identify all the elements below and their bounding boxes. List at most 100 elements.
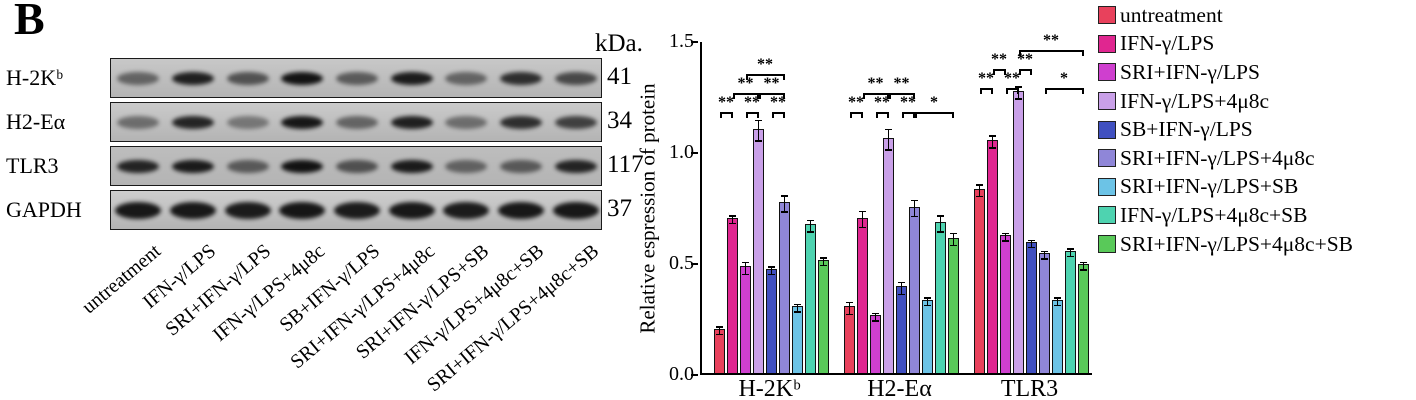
legend-item: IFN-γ/LPS [1098, 30, 1353, 59]
error-bar-tc [755, 119, 762, 122]
error-bar-bc [820, 264, 827, 267]
error-bar [924, 297, 931, 307]
error-bar-tc [1080, 261, 1087, 264]
blot-row-label: TLR3 [6, 153, 59, 178]
blot-band [172, 159, 214, 173]
blot-band [390, 159, 433, 173]
blot-band [226, 115, 269, 129]
legend-label: SRI+IFN-γ/LPS+SB [1120, 174, 1299, 199]
error-bar-bc [768, 273, 775, 276]
blot-band [117, 71, 160, 85]
error-bar-bc [729, 222, 736, 225]
error-bar-tc [716, 326, 723, 328]
legend-swatch [1098, 6, 1116, 25]
error-bar-bc [794, 311, 801, 313]
bar [948, 237, 959, 373]
error-bar-bc [911, 215, 918, 218]
error-bar-bc [1054, 304, 1061, 307]
error-bar-tc [729, 215, 736, 217]
kda-value: 41 [607, 63, 632, 90]
sig-label: * [930, 94, 938, 111]
bar [818, 259, 829, 373]
error-bar-vl [875, 312, 876, 322]
error-bar [1067, 248, 1074, 258]
sig-bracket [862, 93, 889, 99]
error-bar [1028, 239, 1035, 249]
error-bar [976, 184, 983, 198]
error-bar [755, 119, 762, 142]
sig-label: ** [770, 94, 786, 111]
error-bar-tc [911, 199, 918, 202]
bar [1013, 91, 1024, 373]
error-bar [911, 199, 918, 218]
error-bar-vl [901, 281, 902, 296]
blot-band [226, 159, 269, 173]
error-bar-tc [742, 261, 749, 264]
error-bar-bc [924, 304, 931, 307]
legend-item: SRI+IFN-γ/LPS [1098, 58, 1353, 87]
y-tick-mark [691, 41, 698, 43]
blot-row-label: H2-Eα [6, 109, 66, 134]
error-bar-tc [794, 303, 801, 306]
blot-band [500, 159, 542, 173]
bar [883, 137, 894, 373]
bar [1065, 250, 1076, 373]
error-bar [1015, 86, 1022, 100]
bar [974, 188, 985, 373]
error-bar [898, 281, 905, 296]
sig-bracket [758, 93, 785, 99]
bar [1078, 264, 1089, 373]
bar [766, 268, 777, 373]
legend-swatch [1098, 120, 1116, 139]
error-bar-tc [820, 257, 827, 259]
error-bar-bc [872, 320, 879, 322]
error-bar-vl [1044, 250, 1045, 260]
blot-band [390, 115, 433, 129]
error-bar-vl [719, 326, 720, 336]
blot-band [554, 159, 597, 173]
legend-swatch [1098, 235, 1116, 254]
bar [870, 315, 881, 373]
error-bar-vl [927, 297, 928, 307]
sig-label: ** [757, 56, 773, 73]
bar [922, 299, 933, 373]
error-bar-vl [1057, 297, 1058, 307]
kda-value: 34 [607, 107, 632, 134]
x-category-label: H2-Eα [867, 376, 932, 400]
error-bar-tc [859, 210, 866, 213]
blot-band [500, 71, 542, 85]
error-bar-tc [885, 128, 892, 131]
error-bar-bc [1015, 98, 1022, 100]
sig-bracket [1044, 88, 1084, 94]
legend-item: SRI+IFN-γ/LPS+SB [1098, 173, 1353, 202]
blot-band [172, 71, 214, 85]
blot-band [281, 115, 324, 129]
legend-label: IFN-γ/LPS [1120, 31, 1215, 56]
error-bar-vl [1031, 239, 1032, 249]
blot-band [115, 201, 162, 219]
sig-bracket [745, 112, 759, 118]
x-category-label: TLR3 [1000, 376, 1059, 400]
sig-bracket [992, 69, 1006, 75]
sig-label: ** [1017, 51, 1033, 68]
error-bar-bc [950, 244, 957, 247]
legend-item: untreatment [1098, 1, 1353, 30]
error-bar-bc [885, 149, 892, 151]
error-bar-vl [1018, 86, 1019, 100]
blot-band [443, 201, 490, 219]
error-bar-tc [937, 215, 944, 217]
error-bar-vl [992, 135, 993, 149]
legend-item: IFN-γ/LPS+4μ8c+SB [1098, 201, 1353, 230]
sig-label: ** [978, 70, 994, 87]
error-bar-bc [1002, 240, 1009, 242]
sig-bracket [914, 112, 954, 118]
sig-label: * [1060, 70, 1068, 87]
error-bar-vl [810, 219, 811, 233]
error-bar [781, 195, 788, 213]
error-bar-vl [784, 195, 785, 213]
blot-row-label: H-2Kᵇ [6, 65, 63, 90]
legend-swatch [1098, 92, 1116, 111]
error-bar [885, 128, 892, 151]
error-bar [937, 215, 944, 233]
